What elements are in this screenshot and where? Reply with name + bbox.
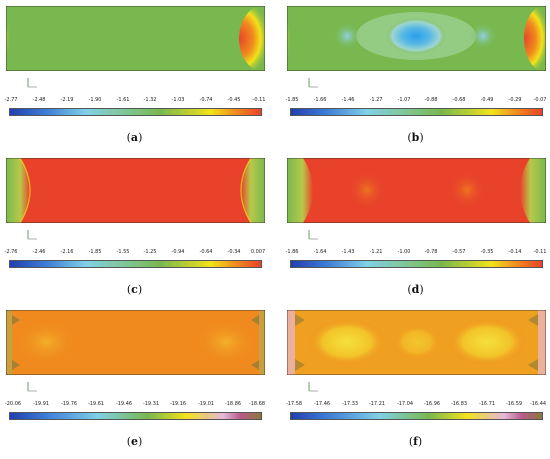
panel-b: -1.85 -1.66 -1.46 -1.27 -1.07 -0.88 -0.6… bbox=[284, 3, 547, 155]
tick-label: -19.61 bbox=[87, 401, 105, 407]
tick-label: -19.46 bbox=[115, 401, 133, 407]
tick-label: -1.07 bbox=[397, 97, 411, 103]
tick-label: -1.46 bbox=[341, 97, 355, 103]
tick-label: -2.48 bbox=[32, 97, 46, 103]
tick-label: 0.007 bbox=[250, 249, 266, 255]
colorbar bbox=[290, 260, 543, 268]
colorbar-ticks: -1.86 -1.64 -1.43 -1.21 -1.00 -0.78 -0.5… bbox=[285, 249, 547, 259]
contour-plot-a bbox=[6, 6, 265, 71]
tick-label: -0.88 bbox=[424, 97, 438, 103]
tick-label: -17.21 bbox=[368, 401, 386, 407]
tick-label: -16.71 bbox=[478, 401, 496, 407]
panel-f: -17.58 -17.46 -17.33 -17.21 -17.04 -16.9… bbox=[284, 307, 547, 459]
contour-plot-d bbox=[287, 158, 546, 223]
tick-label: -20.06 bbox=[4, 401, 22, 407]
tick-label: -1.43 bbox=[341, 249, 355, 255]
tick-label: -0.34 bbox=[227, 249, 241, 255]
axis-triad-icon bbox=[27, 78, 37, 88]
tick-label: -1.27 bbox=[369, 97, 383, 103]
colorbar bbox=[9, 412, 262, 420]
tick-label: -17.58 bbox=[285, 401, 303, 407]
tick-label: -1.55 bbox=[116, 249, 130, 255]
tick-label: -0.29 bbox=[508, 97, 522, 103]
panel-a: -2.77 -2.48 -2.19 -1.90 -1.61 -1.32 -1.0… bbox=[3, 3, 266, 155]
tick-label: -1.61 bbox=[116, 97, 130, 103]
tick-label: -1.25 bbox=[143, 249, 157, 255]
colorbar bbox=[9, 108, 262, 116]
tick-label: -17.04 bbox=[396, 401, 414, 407]
tick-label: -17.33 bbox=[341, 401, 359, 407]
tick-label: -0.68 bbox=[452, 97, 466, 103]
tick-label: -0.14 bbox=[508, 249, 522, 255]
tick-label: -1.85 bbox=[88, 249, 102, 255]
tick-label: -17.46 bbox=[313, 401, 331, 407]
tick-label: -1.90 bbox=[88, 97, 102, 103]
panel-label-c: (c) bbox=[126, 283, 143, 296]
tick-label: -0.11 bbox=[252, 97, 266, 103]
tick-label: -2.16 bbox=[60, 249, 74, 255]
colorbar-ticks: -2.77 -2.48 -2.19 -1.90 -1.61 -1.32 -1.0… bbox=[4, 97, 266, 107]
tick-label: -0.64 bbox=[199, 249, 213, 255]
axis-triad-icon bbox=[308, 230, 318, 240]
panel-label-d: (d) bbox=[407, 283, 424, 296]
panel-label-a: (a) bbox=[126, 131, 143, 144]
colorbar-ticks: -20.06 -19.91 -19.76 -19.61 -19.46 -19.3… bbox=[4, 401, 266, 411]
panel-label-e: (e) bbox=[126, 435, 143, 448]
contour-plot-c bbox=[6, 158, 265, 223]
tick-label: -0.35 bbox=[480, 249, 494, 255]
colorbar bbox=[290, 108, 543, 116]
colorbar-ticks: -2.76 -2.46 -2.16 -1.85 -1.55 -1.25 -0.9… bbox=[4, 249, 266, 259]
tick-label: -2.77 bbox=[4, 97, 18, 103]
tick-label: -1.21 bbox=[369, 249, 383, 255]
colorbar-ticks: -17.58 -17.46 -17.33 -17.21 -17.04 -16.9… bbox=[285, 401, 547, 411]
tick-label: -0.07 bbox=[533, 97, 547, 103]
tick-label: -16.44 bbox=[529, 401, 547, 407]
colorbar bbox=[290, 412, 543, 420]
panel-label-f: (f) bbox=[408, 435, 423, 448]
panel-c: -2.76 -2.46 -2.16 -1.85 -1.55 -1.25 -0.9… bbox=[3, 155, 266, 307]
contour-plot-f bbox=[287, 310, 546, 375]
tick-label: -18.86 bbox=[224, 401, 242, 407]
tick-label: -1.64 bbox=[313, 249, 327, 255]
tick-label: -19.16 bbox=[169, 401, 187, 407]
axis-triad-icon bbox=[27, 382, 37, 392]
contour-plot-b bbox=[287, 6, 546, 71]
axis-triad-icon bbox=[27, 230, 37, 240]
tick-label: -0.94 bbox=[171, 249, 185, 255]
tick-label: -16.59 bbox=[505, 401, 523, 407]
tick-label: -16.96 bbox=[423, 401, 441, 407]
tick-label: -19.01 bbox=[197, 401, 215, 407]
tick-label: -1.03 bbox=[171, 97, 185, 103]
tick-label: -16.83 bbox=[450, 401, 468, 407]
contour-plot-e bbox=[6, 310, 265, 375]
tick-label: -0.11 bbox=[533, 249, 547, 255]
tick-label: -2.19 bbox=[60, 97, 74, 103]
axis-triad-icon bbox=[308, 382, 318, 392]
tick-label: -18.68 bbox=[248, 401, 266, 407]
tick-label: -19.31 bbox=[142, 401, 160, 407]
panel-d: -1.86 -1.64 -1.43 -1.21 -1.00 -0.78 -0.5… bbox=[284, 155, 547, 307]
tick-label: -1.66 bbox=[313, 97, 327, 103]
tick-label: -0.49 bbox=[480, 97, 494, 103]
tick-label: -0.57 bbox=[452, 249, 466, 255]
colorbar-ticks: -1.85 -1.66 -1.46 -1.27 -1.07 -0.88 -0.6… bbox=[285, 97, 547, 107]
tick-label: -19.91 bbox=[32, 401, 50, 407]
panel-label-b: (b) bbox=[407, 131, 424, 144]
axis-triad-icon bbox=[308, 78, 318, 88]
tick-label: -2.76 bbox=[4, 249, 18, 255]
tick-label: -1.86 bbox=[285, 249, 299, 255]
tick-label: -0.74 bbox=[199, 97, 213, 103]
panel-e: -20.06 -19.91 -19.76 -19.61 -19.46 -19.3… bbox=[3, 307, 266, 459]
tick-label: -0.78 bbox=[424, 249, 438, 255]
tick-label: -19.76 bbox=[60, 401, 78, 407]
tick-label: -1.85 bbox=[285, 97, 299, 103]
tick-label: -0.45 bbox=[227, 97, 241, 103]
tick-label: -1.32 bbox=[143, 97, 157, 103]
tick-label: -1.00 bbox=[397, 249, 411, 255]
tick-label: -2.46 bbox=[32, 249, 46, 255]
colorbar bbox=[9, 260, 262, 268]
